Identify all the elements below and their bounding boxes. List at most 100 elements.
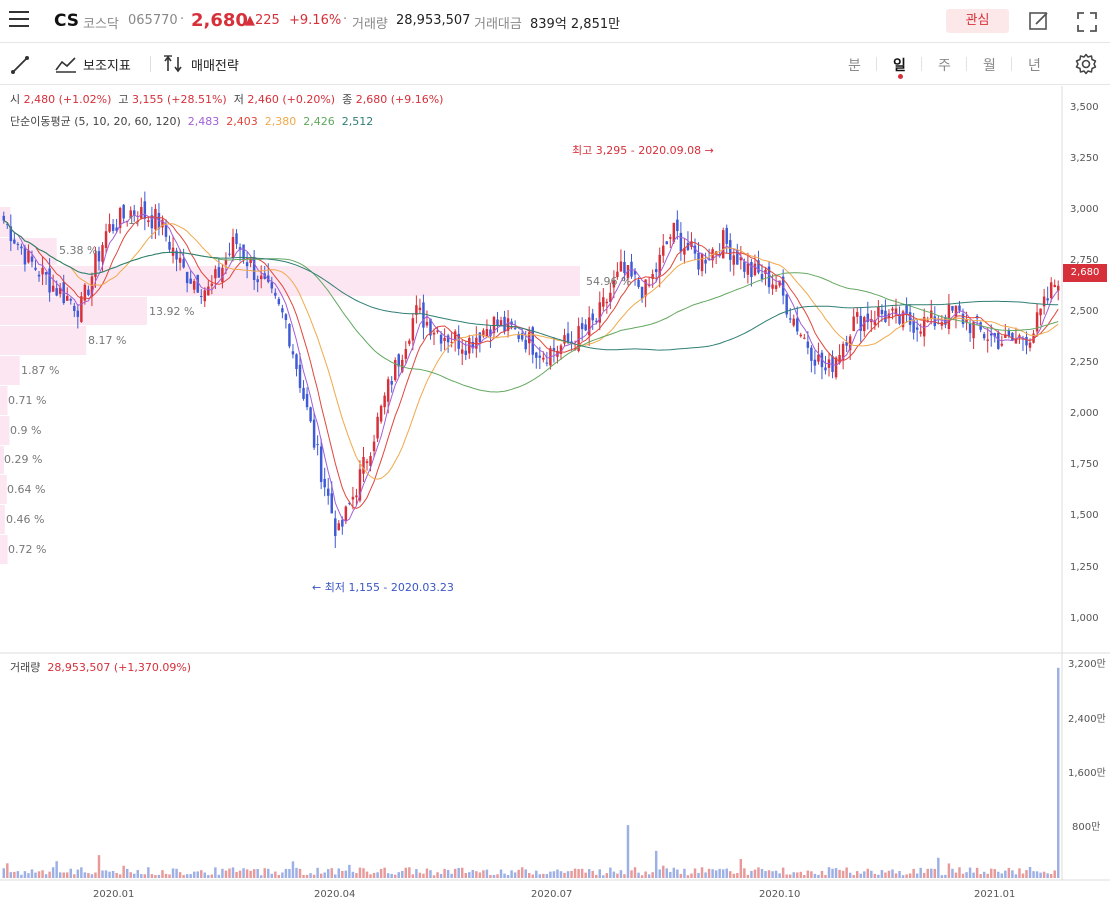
candle-body [859,315,862,331]
gear-icon[interactable] [1075,53,1097,75]
period-tab-minute[interactable]: 분 [848,58,861,74]
volume-bar [524,869,527,878]
candle-body [178,257,182,263]
volume-bar [1000,873,1004,878]
volume-bar [44,874,48,878]
volume-profile-bar [0,386,8,415]
candle-body [37,274,41,277]
volume-bar [475,871,478,878]
volume-bar [626,825,630,878]
volume-profile-bar [0,535,8,564]
volume-bar [369,874,372,878]
separator: · [180,12,185,27]
vp-label: 0.64 % [7,483,46,496]
period-divider [876,57,877,71]
candle-body [200,295,203,297]
volume-tick: 800만 [1072,822,1101,833]
candle-body [48,268,51,293]
price-tick: 2,250 [1070,357,1099,368]
candle-body [852,316,855,332]
price-tick: 2,750 [1070,255,1099,266]
candle-body [457,333,460,349]
volume-bar [584,872,587,878]
candle-body [161,219,164,228]
candle-body [810,347,813,361]
volume-bar [767,870,771,878]
volume-bar [1028,866,1032,878]
volume-bar [535,870,538,878]
price-change-pct: +9.16% [289,13,342,28]
candle-body [9,226,13,242]
candle-body [446,335,450,343]
favorite-button[interactable]: 관심 [946,9,1009,33]
candle-body [6,223,9,225]
fullscreen-icon[interactable] [1076,11,1098,33]
volume-bar [171,868,175,878]
period-tab-year[interactable]: 년 [1028,58,1041,74]
candle-body [175,250,178,260]
candle-body [309,407,312,422]
vp-label: 0.9 % [10,424,42,437]
candle-body [355,495,358,498]
volume-bar [453,868,457,878]
volume-bar [898,870,901,878]
volume-value: 28,953,507 [396,13,471,28]
volume-bar [295,867,298,878]
draw-line-icon[interactable] [10,55,30,75]
volume-profile-bar [0,326,87,355]
edit-icon[interactable] [1028,10,1050,32]
volume-bar [848,872,852,878]
volume-bar [1011,870,1014,878]
candle-body [432,332,436,335]
volume-bar [499,869,503,878]
candle-body [277,298,281,305]
period-tab-month[interactable]: 월 [983,58,996,74]
candle-body [390,381,393,385]
volume-profile-bar [0,266,580,296]
candle-body [351,496,355,500]
candle-body [302,387,305,399]
candle-body [587,317,591,336]
volume-bar [259,875,263,878]
volume-bar [390,873,393,878]
candle-body [492,316,496,334]
period-tab-day[interactable]: 일 [893,58,906,74]
close-value: 2,680 (+9.16%) [355,93,444,106]
candle-body [898,314,901,324]
volume-bar [471,869,475,878]
candle-body [919,331,922,334]
candle-body [937,322,940,324]
candle-body [344,506,348,522]
candle-body [383,395,386,408]
candle-body [598,302,602,323]
volume-bar [344,870,348,878]
volume-bar [884,872,887,878]
volume-bar [252,869,256,878]
indicator-button[interactable]: 보조지표 [55,53,131,75]
candle-body [658,254,661,276]
volume-bar [587,869,591,878]
volume-bar [464,872,467,878]
candle-body [820,352,824,368]
period-tab-week[interactable]: 주 [938,58,951,74]
menu-icon[interactable] [9,11,29,29]
volume-bar [154,874,157,878]
volume-bar [330,868,333,878]
strategy-button[interactable]: 매매전략 [163,53,239,75]
volume-bar [69,868,73,878]
candle-body [781,276,785,296]
candle-body [256,279,259,283]
volume-bar [386,873,390,878]
candle-body [235,233,238,245]
candle-body [104,231,108,249]
time-tick: 2020.04 [314,889,356,900]
candle-body [873,320,877,325]
volume-bar [799,871,803,878]
candle-body [683,248,686,255]
candle-body [147,220,150,223]
candle-body [118,207,122,228]
open-label: 시 [10,93,21,106]
volume-bar [164,873,168,878]
candle-body [714,251,718,254]
